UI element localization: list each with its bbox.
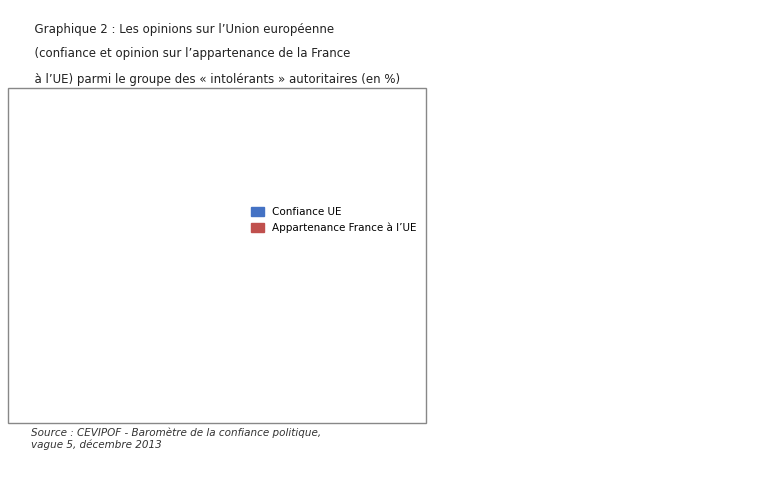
- Text: à l’UE) parmi le groupe des « intolérants » autoritaires (en %): à l’UE) parmi le groupe des « intolérant…: [27, 72, 400, 86]
- Legend: Confiance UE, Appartenance France à l’UE: Confiance UE, Appartenance France à l’UE: [247, 203, 421, 237]
- Text: (confiance et opinion sur l’appartenance de la France: (confiance et opinion sur l’appartenance…: [27, 48, 351, 60]
- Text: Source : CEVIPOF - Baromètre de la confiance politique,
vague 5, décembre 2013: Source : CEVIPOF - Baromètre de la confi…: [31, 428, 321, 450]
- Text: Graphique 2 : Les opinions sur l’Union européenne: Graphique 2 : Les opinions sur l’Union e…: [27, 22, 335, 36]
